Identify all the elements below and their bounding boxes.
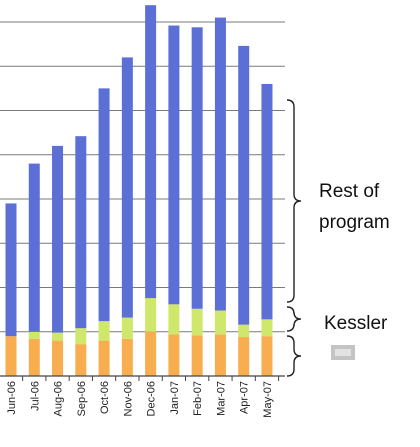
bar-segment	[52, 145, 64, 333]
bar-segment	[121, 57, 133, 318]
bar-segment	[168, 304, 180, 335]
bar-segment	[214, 334, 226, 376]
bar-segment	[238, 324, 250, 338]
bar-segment	[121, 317, 133, 339]
brace-kessler	[286, 306, 302, 332]
bar-segment	[5, 336, 17, 376]
bar-segment	[28, 163, 40, 332]
x-tick-label: Feb-07	[192, 381, 204, 416]
bar-segment	[238, 337, 250, 376]
bar-segment	[261, 336, 273, 376]
x-tick-label: Jul-06	[29, 381, 41, 411]
bar-segment	[191, 335, 203, 376]
bar-segment	[191, 308, 203, 336]
annotations: Rest of program Kessler	[319, 181, 390, 334]
x-tick-label: Jan-07	[169, 381, 181, 415]
bar-segment	[75, 136, 87, 329]
bar-segment	[168, 25, 180, 305]
x-tick-label: Mar-07	[215, 381, 227, 416]
bar-segment	[121, 338, 133, 376]
brace-rest-of-program	[286, 99, 302, 303]
annotation-kessler: Kessler	[324, 313, 388, 334]
bar-segment	[214, 310, 226, 335]
x-tick-label: Oct-06	[99, 381, 111, 414]
bar-segment	[145, 331, 157, 376]
x-tick-label: Sep-06	[76, 381, 88, 416]
brace-redacted	[286, 335, 302, 377]
bar-segment	[28, 331, 40, 339]
bar-segment	[98, 340, 110, 376]
bar-segment	[145, 5, 157, 299]
bar-segment	[52, 340, 64, 376]
gridlines	[0, 21, 285, 377]
x-tick-label: Apr-07	[239, 381, 251, 414]
bars	[0, 5, 285, 381]
bar-segment	[168, 334, 180, 376]
x-tick-labels: Jun-06 Jul-06 Aug-06 Sep-06 Oct-06 Nov-06 Dec-…	[6, 381, 274, 418]
bar-segment	[98, 321, 110, 341]
redacted-label	[331, 345, 355, 360]
bar-segment	[238, 45, 250, 325]
redacted-block-inner	[335, 349, 351, 356]
x-tick-label: Dec-06	[146, 381, 158, 416]
bar-segment	[191, 27, 203, 309]
bar-segment	[261, 83, 273, 320]
annotation-rest-of-program-line2: program	[319, 212, 390, 233]
bar-segment	[52, 332, 64, 341]
bar-segment	[28, 338, 40, 376]
annotation-rest-of-program-line1: Rest of	[319, 181, 380, 202]
x-tick-label: Jun-06	[6, 381, 18, 415]
x-tick-label: May-07	[262, 381, 274, 418]
bar-segment	[214, 17, 226, 311]
bar-segment	[98, 88, 110, 322]
x-tick-label: Aug-06	[53, 381, 65, 416]
bar-segment	[261, 319, 273, 337]
bar-segment	[5, 203, 17, 337]
bar-segment	[145, 298, 157, 332]
bar-segment	[75, 344, 87, 376]
bar-segment	[75, 328, 87, 345]
annotation-braces	[286, 99, 302, 377]
x-tick-label: Nov-06	[122, 381, 134, 416]
